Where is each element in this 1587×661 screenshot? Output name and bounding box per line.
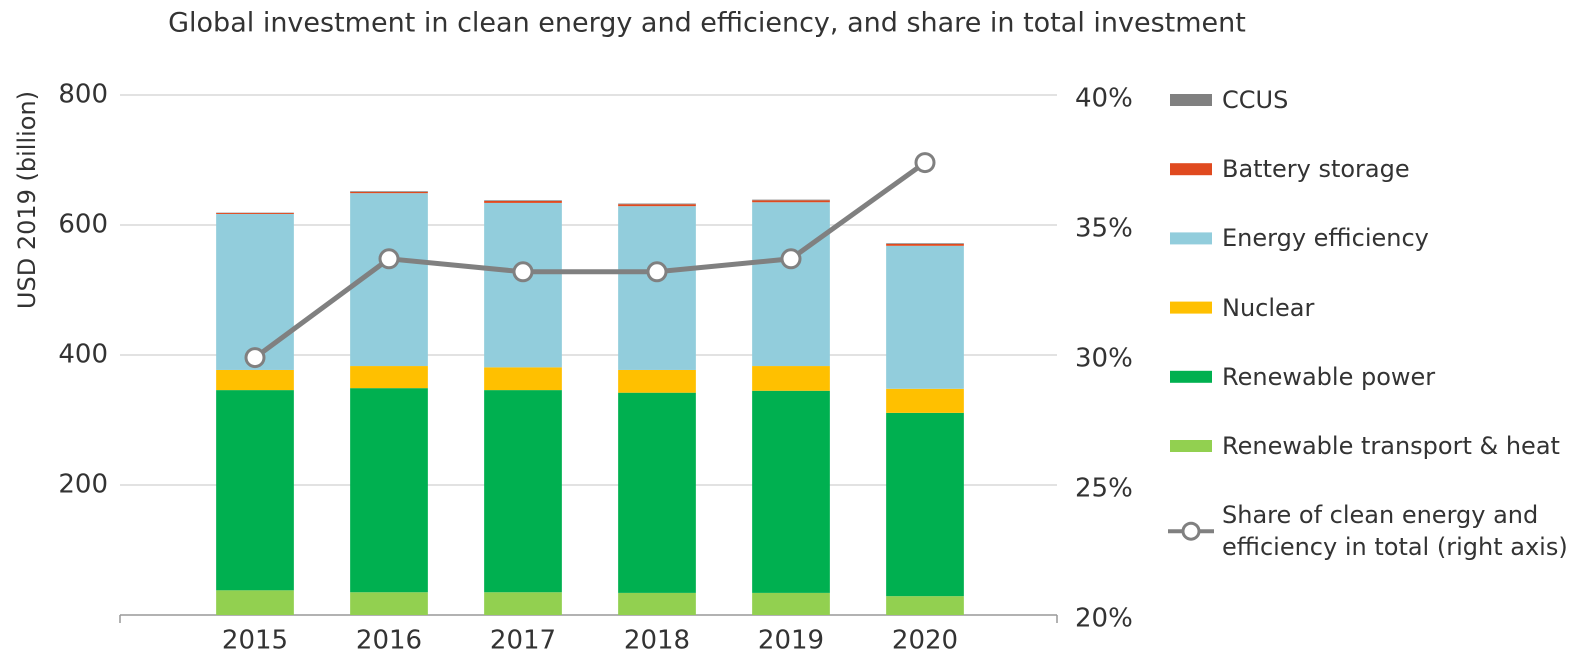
- line-marker: [378, 248, 400, 270]
- legend-label: Energy efficiency: [1222, 224, 1429, 253]
- bar-segment: [618, 206, 696, 370]
- y-tick-label: 800: [58, 80, 108, 110]
- legend-swatch: [1170, 163, 1212, 176]
- bar-segment: [886, 596, 964, 615]
- bar-segment: [216, 213, 294, 370]
- legend-swatch: [1181, 521, 1201, 541]
- bar-segment: [752, 592, 830, 615]
- x-tick-label: 2018: [624, 626, 690, 656]
- bar-segment: [886, 245, 964, 389]
- chart-title: Global investment in clean energy and ef…: [168, 8, 1246, 39]
- bar-segment: [350, 388, 428, 593]
- line-marker: [780, 248, 802, 270]
- x-tick-label: 2016: [356, 626, 422, 656]
- y2-tick-label: 35%: [1075, 214, 1133, 244]
- bar-segment: [752, 366, 830, 391]
- y-axis-label: USD 2019 (billion): [13, 91, 41, 309]
- legend-swatch: [1170, 370, 1212, 383]
- legend-swatch: [1170, 94, 1212, 106]
- bar-segment: [484, 202, 562, 368]
- bar-segment: [350, 592, 428, 615]
- bar-segment: [618, 204, 696, 207]
- y2-tick-label: 20%: [1075, 604, 1133, 634]
- bar-segment: [216, 369, 294, 391]
- bar-segment: [618, 203, 696, 205]
- bar-segment: [618, 592, 696, 615]
- bar-segment: [886, 388, 964, 413]
- bar-segment: [484, 592, 562, 615]
- x-tick-label: 2019: [758, 626, 824, 656]
- line-marker: [914, 152, 936, 174]
- y2-tick-label: 40%: [1075, 84, 1133, 114]
- bar-segment: [886, 412, 964, 597]
- legend-swatch: [1170, 440, 1212, 452]
- legend-swatch: [1170, 301, 1212, 314]
- y-tick-label: 200: [58, 470, 108, 500]
- bar-segment: [216, 390, 294, 591]
- legend-label: Nuclear: [1222, 293, 1315, 322]
- bar-segment: [484, 200, 562, 203]
- bar-segment: [484, 390, 562, 593]
- bar-segment: [350, 191, 428, 192]
- x-tick-label: 2015: [222, 626, 288, 656]
- line-marker: [512, 261, 534, 283]
- x-tick-label: 2017: [490, 626, 556, 656]
- y2-tick-label: 25%: [1075, 474, 1133, 504]
- bar-segment: [752, 390, 830, 593]
- bar-segment: [752, 202, 830, 367]
- y2-tick-label: 30%: [1075, 344, 1133, 374]
- y-tick-label: 400: [58, 340, 108, 370]
- bar-segment: [216, 590, 294, 615]
- bar-segment: [216, 212, 294, 214]
- legend-label: CCUS: [1222, 86, 1289, 114]
- bar-segment: [886, 243, 964, 246]
- legend-swatch: [1170, 232, 1212, 245]
- line-marker: [646, 261, 668, 283]
- legend-label: Renewable power: [1222, 362, 1436, 391]
- bar-segment: [484, 367, 562, 391]
- legend-label: Renewable transport & heat: [1222, 432, 1560, 460]
- bar-segment: [350, 366, 428, 389]
- y-tick-label: 600: [58, 210, 108, 240]
- bar-segment: [484, 200, 562, 201]
- line-marker: [244, 347, 266, 369]
- bar-segment: [752, 200, 830, 203]
- legend-label: Share of clean energy and efficiency in …: [1222, 501, 1568, 562]
- bar-segment: [752, 199, 830, 201]
- bar-segment: [350, 191, 428, 194]
- legend-label: Battery storage: [1222, 155, 1410, 184]
- bar-segment: [886, 243, 964, 244]
- x-tick-label: 2020: [892, 626, 958, 656]
- bar-segment: [618, 392, 696, 593]
- bar-segment: [618, 369, 696, 393]
- line: [253, 160, 927, 360]
